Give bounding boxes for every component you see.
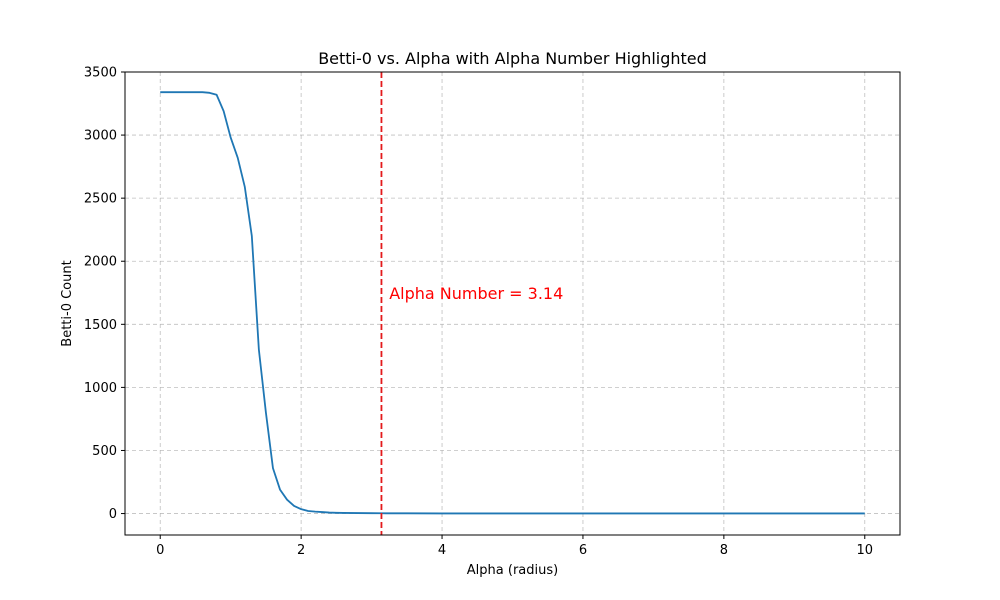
y-tick-label: 2000 bbox=[84, 255, 117, 270]
y-tick-label: 3000 bbox=[84, 129, 117, 144]
y-tick-label: 1500 bbox=[84, 318, 117, 333]
y-tick-label: 500 bbox=[92, 444, 117, 459]
plot-frame bbox=[124, 71, 901, 536]
x-axis-label: Alpha (radius) bbox=[467, 563, 558, 578]
betti-0-series-line bbox=[160, 91, 865, 515]
x-tick-label: 8 bbox=[720, 543, 728, 558]
x-tick-label: 2 bbox=[297, 543, 305, 558]
y-tick-label: 1000 bbox=[84, 381, 117, 396]
y-tick-label: 3500 bbox=[84, 66, 117, 81]
chart-title: Betti-0 vs. Alpha with Alpha Number High… bbox=[318, 49, 707, 68]
data-layer bbox=[160, 72, 865, 535]
x-tick-label: 10 bbox=[856, 543, 873, 558]
y-axis-label: Betti-0 Count bbox=[60, 260, 75, 346]
ticks: 0 2 4 6 8 10 0 500 1000 1500 2000 2500 3000 3500 bbox=[84, 66, 873, 559]
x-tick-label: 4 bbox=[438, 543, 446, 558]
grid bbox=[125, 71, 900, 535]
y-tick-label: 2500 bbox=[84, 192, 117, 207]
axes bbox=[124, 71, 901, 536]
x-tick-label: 0 bbox=[156, 543, 164, 558]
x-tick-label: 6 bbox=[579, 543, 587, 558]
y-tick-label: 0 bbox=[109, 507, 117, 522]
alpha-number-annotation: Alpha Number = 3.14 bbox=[389, 284, 563, 303]
